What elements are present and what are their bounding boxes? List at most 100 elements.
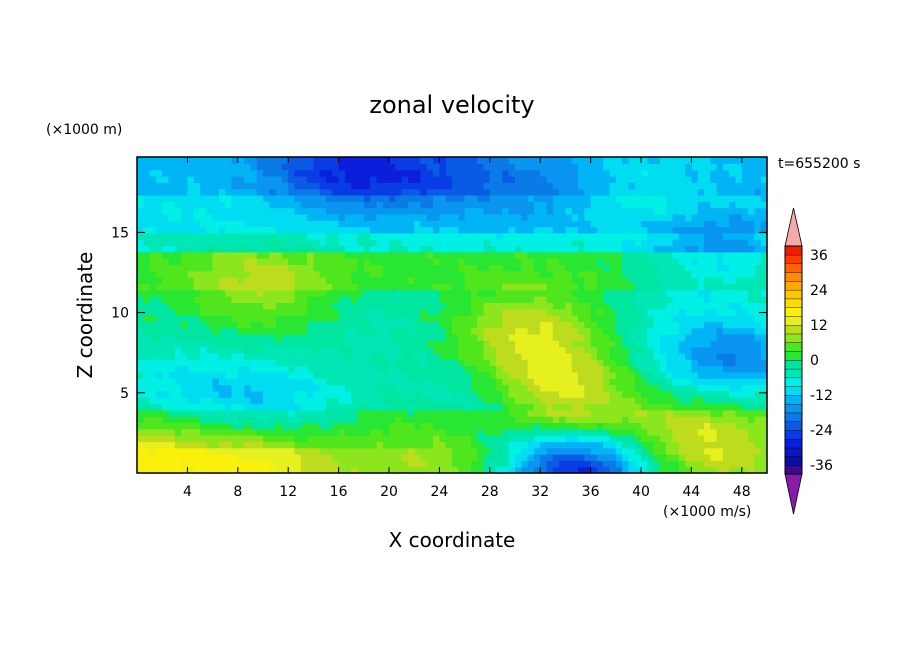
field-cell bbox=[634, 169, 642, 177]
field-cell bbox=[735, 333, 743, 341]
field-cell bbox=[477, 447, 485, 455]
field-cell bbox=[760, 264, 768, 272]
field-cell bbox=[445, 264, 453, 272]
field-cell bbox=[237, 359, 245, 367]
field-cell bbox=[741, 340, 749, 348]
field-cell bbox=[641, 321, 648, 329]
field-cell bbox=[609, 352, 617, 360]
field-cell bbox=[137, 315, 144, 322]
field-cell bbox=[735, 346, 743, 354]
field-cell bbox=[628, 416, 636, 424]
field-cell bbox=[376, 201, 384, 209]
field-cell bbox=[445, 403, 453, 411]
field-cell bbox=[571, 460, 579, 468]
field-cell bbox=[533, 182, 541, 190]
field-cell bbox=[754, 359, 762, 367]
field-cell bbox=[704, 289, 711, 297]
field-cell bbox=[401, 371, 409, 379]
field-cell bbox=[181, 428, 188, 436]
field-cell bbox=[571, 390, 579, 398]
field-cell bbox=[256, 163, 264, 171]
field-cell bbox=[470, 182, 478, 190]
field-cell bbox=[754, 239, 762, 247]
field-cell bbox=[565, 416, 573, 424]
field-cell bbox=[571, 283, 579, 291]
field-cell bbox=[647, 270, 655, 278]
field-cell bbox=[231, 378, 239, 386]
field-cell bbox=[338, 340, 346, 348]
field-cell bbox=[540, 365, 548, 373]
field-cell bbox=[225, 447, 233, 455]
field-cell bbox=[414, 422, 422, 430]
field-cell bbox=[565, 277, 573, 284]
field-cell bbox=[212, 435, 220, 442]
field-cell bbox=[155, 371, 163, 379]
field-cell bbox=[162, 264, 170, 272]
field-cell bbox=[344, 239, 352, 247]
field-cell bbox=[332, 346, 340, 354]
field-cell bbox=[521, 175, 529, 183]
field-cell bbox=[729, 460, 737, 468]
field-cell bbox=[609, 308, 617, 316]
field-cell bbox=[641, 207, 648, 215]
field-cell bbox=[521, 157, 529, 164]
field-cell bbox=[376, 460, 384, 468]
field-cell bbox=[659, 296, 667, 303]
field-cell bbox=[521, 327, 529, 335]
field-cell bbox=[307, 175, 314, 183]
field-cell bbox=[647, 397, 655, 405]
field-cell bbox=[137, 466, 144, 474]
field-cell bbox=[155, 277, 163, 284]
field-cell bbox=[540, 321, 548, 329]
field-cell bbox=[439, 447, 447, 455]
field-cell bbox=[206, 296, 214, 303]
field-cell bbox=[263, 384, 270, 392]
field-cell bbox=[622, 283, 629, 291]
field-cell bbox=[647, 384, 655, 392]
field-cell bbox=[452, 220, 459, 228]
field-cell bbox=[628, 251, 636, 259]
field-cell bbox=[439, 346, 447, 354]
field-cell bbox=[521, 403, 529, 411]
field-cell bbox=[250, 283, 258, 291]
field-cell bbox=[565, 352, 573, 360]
field-cell bbox=[502, 232, 510, 240]
field-cell bbox=[155, 175, 163, 183]
field-cell bbox=[691, 182, 699, 190]
field-cell bbox=[237, 245, 245, 253]
field-cell bbox=[300, 460, 308, 468]
field-cell bbox=[464, 283, 472, 291]
field-cell bbox=[628, 435, 636, 442]
field-cell bbox=[672, 258, 680, 266]
field-cell bbox=[281, 378, 289, 386]
field-cell bbox=[395, 188, 403, 196]
field-cell bbox=[464, 207, 472, 215]
field-cell bbox=[540, 308, 548, 316]
field-cell bbox=[685, 194, 692, 202]
field-cell bbox=[181, 283, 188, 291]
field-cell bbox=[672, 302, 680, 310]
field-cell bbox=[326, 201, 333, 209]
field-cell bbox=[193, 371, 201, 379]
field-cell bbox=[294, 270, 302, 278]
field-cell bbox=[225, 346, 233, 354]
field-cell bbox=[370, 283, 377, 291]
field-cell bbox=[426, 239, 434, 247]
field-cell bbox=[496, 321, 503, 329]
field-cell bbox=[338, 447, 346, 455]
field-cell bbox=[168, 163, 176, 171]
field-cell bbox=[571, 270, 579, 278]
field-cell bbox=[578, 258, 585, 266]
field-cell bbox=[609, 163, 617, 171]
field-cell bbox=[584, 409, 592, 417]
field-cell bbox=[685, 441, 692, 449]
field-cell bbox=[458, 435, 466, 442]
field-cell bbox=[647, 359, 655, 367]
field-cell bbox=[470, 340, 478, 348]
field-cell bbox=[187, 169, 195, 177]
field-cell bbox=[716, 201, 724, 209]
field-cell bbox=[502, 422, 510, 430]
field-cell bbox=[565, 175, 573, 183]
field-cell bbox=[578, 283, 585, 291]
field-cell bbox=[653, 289, 661, 297]
